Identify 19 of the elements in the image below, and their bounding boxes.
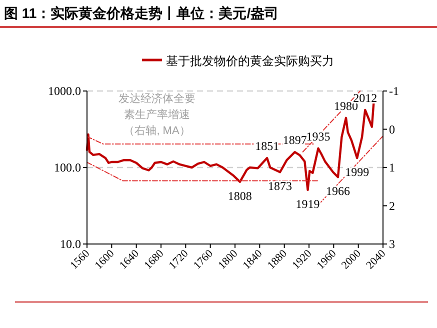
y2-tick-label: 3	[389, 237, 395, 251]
y2-tick-label: 1	[389, 160, 395, 174]
annotation: 发达经济体全要素生产率增速（右轴, MA）	[118, 92, 196, 137]
annotation: 1897	[282, 133, 307, 148]
legend-label: 基于批发物价的黄金实际购买力	[166, 54, 334, 68]
y-tick-label: 10.0	[60, 237, 81, 251]
annotation: 1935	[306, 129, 330, 144]
annotation: 2012	[353, 90, 378, 105]
annotation: 1966	[326, 184, 350, 198]
y2-tick-label: 0	[389, 122, 395, 136]
y-tick-label: 1000.0	[48, 84, 81, 98]
annotation: 1999	[345, 165, 370, 180]
y-tick-label: 100.0	[54, 160, 81, 174]
chart-title: 图 11：实际黄金价格走势丨单位：美元/盎司	[4, 5, 279, 21]
annotation: 1919	[296, 196, 320, 211]
y2-tick-label: 2	[389, 198, 395, 213]
y2-tick-label: -1	[389, 84, 399, 98]
annotation: 1808	[228, 188, 252, 203]
annotation: 1873	[268, 179, 292, 194]
